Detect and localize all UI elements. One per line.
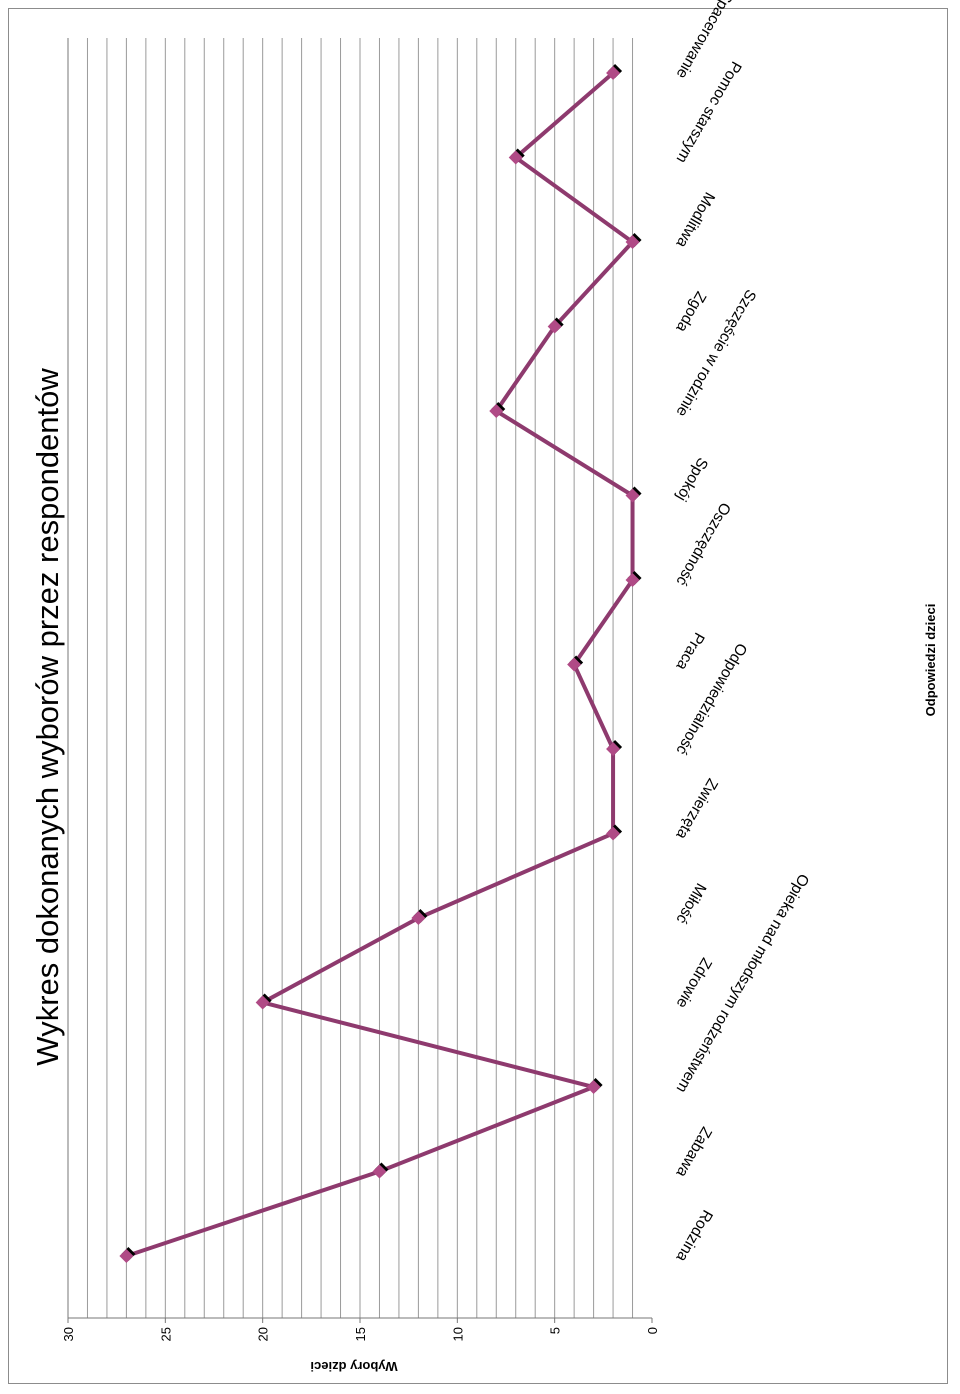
marker: [606, 742, 621, 756]
value-tick-label: 0: [645, 1327, 660, 1334]
value-tick-label: 10: [450, 1327, 465, 1341]
data-point: [625, 571, 642, 587]
data-point: [255, 993, 272, 1010]
category-label: Zwierzęta: [672, 775, 721, 842]
marker: [508, 150, 523, 165]
data-point: [606, 64, 623, 80]
data-point: [567, 655, 584, 672]
marker: [606, 826, 621, 841]
data-point: [372, 1162, 389, 1179]
marker: [255, 995, 270, 1010]
value-axis-ticks: 0 5 10 15 20 25 30: [61, 1318, 660, 1341]
category-label: Miłość: [672, 880, 709, 927]
chart-title: Wykres dokonanych wyborów przez responde…: [30, 368, 65, 1066]
data-point: [586, 1078, 603, 1094]
marker: [119, 1249, 134, 1263]
marker: [372, 1164, 387, 1179]
category-label: Rodzina: [672, 1207, 715, 1265]
y-axis-title: Wybory dzieci: [310, 1359, 397, 1374]
category-label: Praca: [672, 629, 707, 673]
data-point: [119, 1247, 136, 1263]
value-tick-label: 15: [353, 1327, 368, 1341]
data-point: [547, 317, 564, 334]
x-axis-title: Odpowiedzi dzieci: [923, 604, 938, 717]
marker: [625, 488, 640, 503]
value-tick-label: 5: [548, 1327, 563, 1334]
marker: [489, 404, 504, 418]
data-point: [489, 402, 506, 418]
category-label: Zabawa: [672, 1124, 714, 1181]
value-tick-label: 25: [158, 1327, 173, 1341]
category-label: Oszczędność: [672, 499, 733, 588]
marker: [411, 911, 426, 925]
data-point: [508, 148, 525, 165]
category-label: Modlitwa: [672, 189, 717, 251]
data-point: [606, 824, 623, 841]
gridlines: [67, 38, 634, 1318]
data-point: [625, 233, 642, 249]
value-tick-label: 20: [256, 1327, 271, 1341]
data-point: [606, 740, 623, 756]
marker: [567, 657, 582, 672]
category-label: Zdrowie: [673, 955, 715, 1011]
category-label: Spokój: [673, 454, 711, 504]
marker: [625, 235, 640, 249]
marker: [625, 573, 640, 587]
marker: [547, 319, 562, 334]
series-group: [119, 64, 642, 1263]
marker: [606, 66, 621, 80]
chart-frame: [8, 8, 948, 1384]
value-tick-label: 30: [61, 1327, 76, 1341]
data-point: [625, 486, 642, 503]
marker: [586, 1080, 601, 1094]
category-label: Zgoda: [672, 288, 709, 335]
data-point: [411, 909, 428, 925]
